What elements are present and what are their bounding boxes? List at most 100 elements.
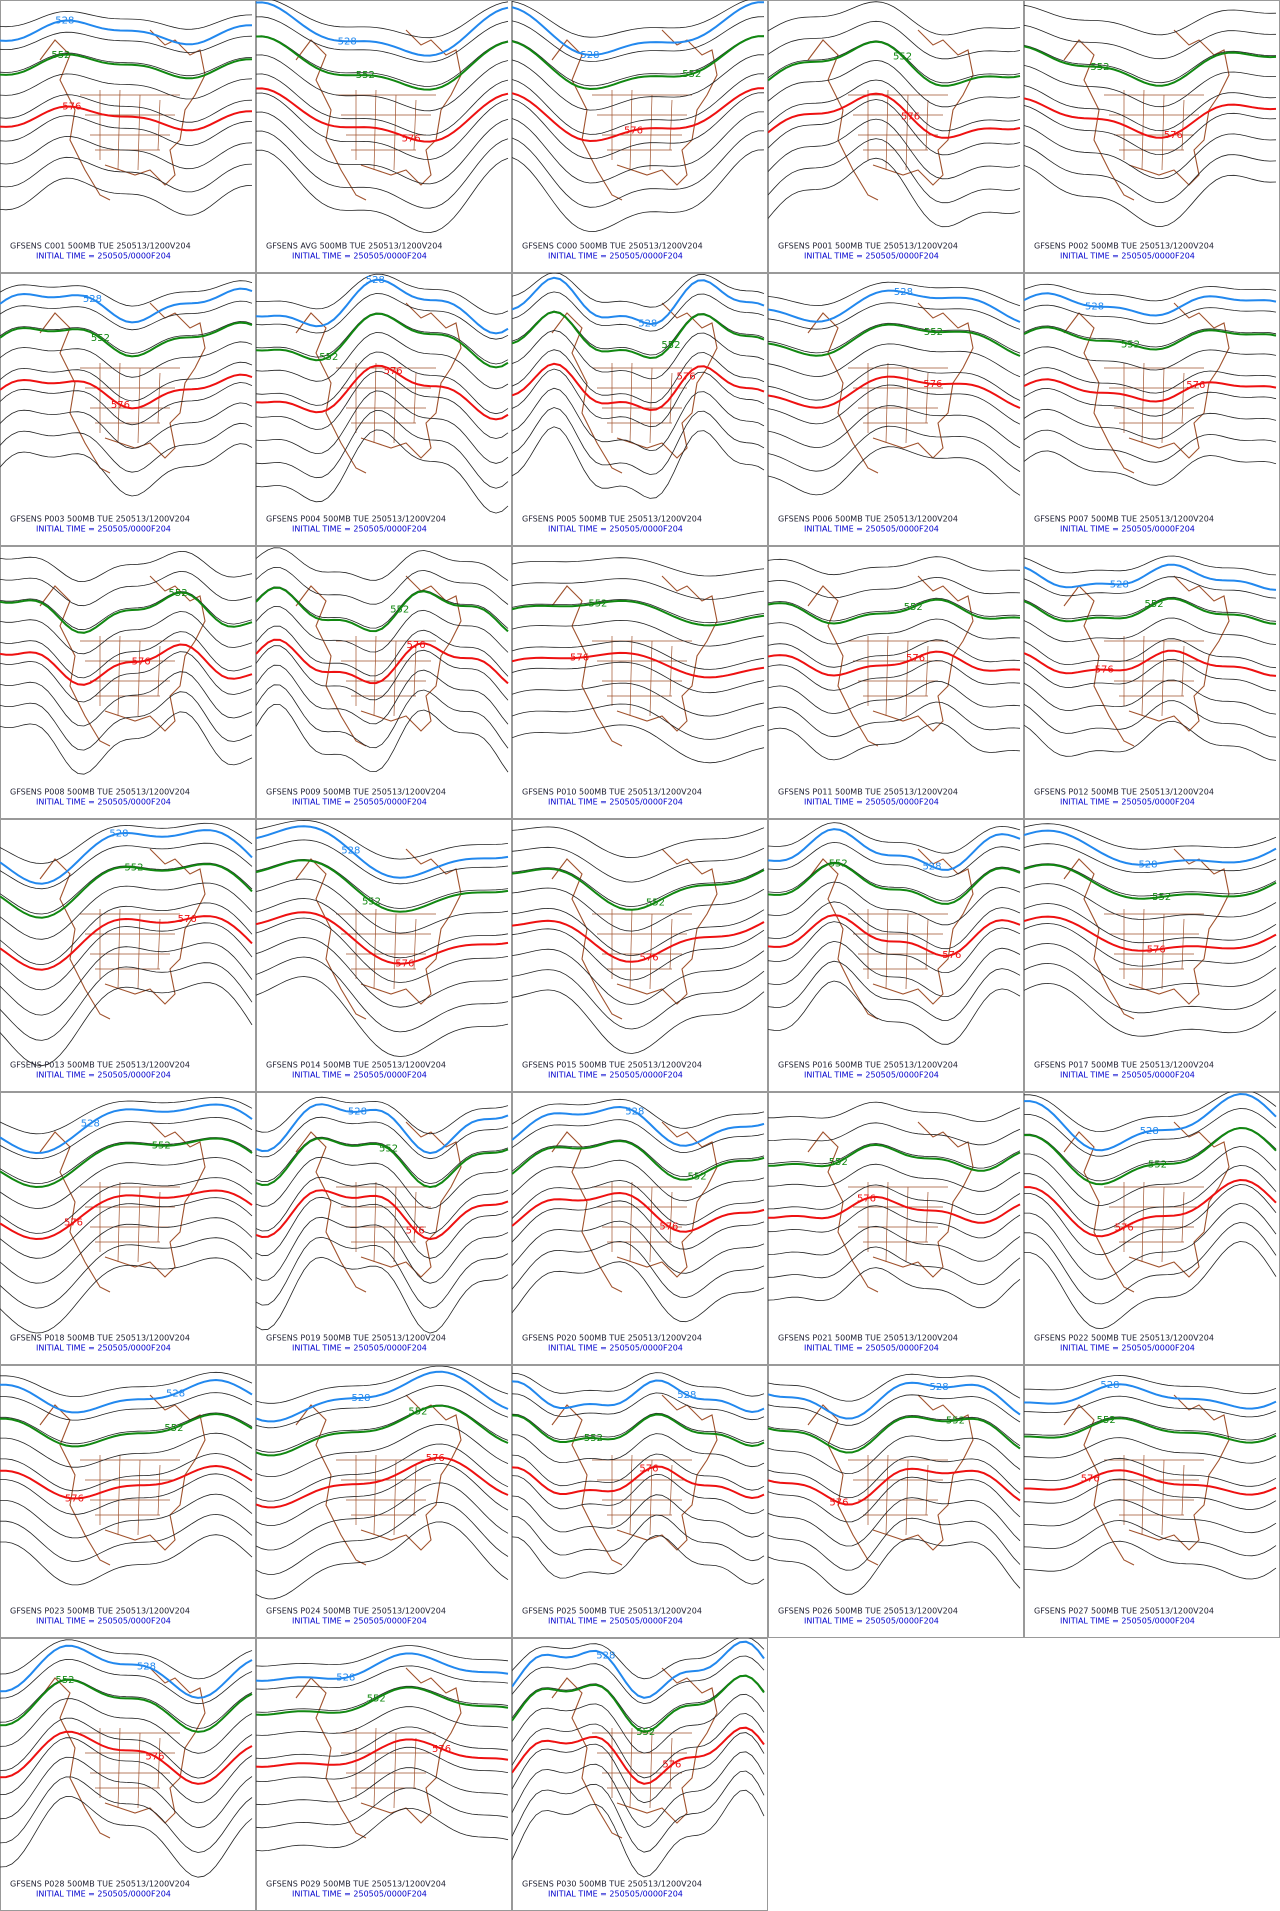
map-panel: 528 552 576 GFSENS P017 500MB TUE 250513/12… [1024,819,1280,1092]
contour [256,273,509,315]
contour [512,1751,765,1828]
contour-label: 576 [662,1760,681,1771]
panel-init-time: INITIAL TIME = 250505/0000F204 [548,252,683,261]
panel-title: GFSENS P007 500MB TUE 250513/1200V204 [1034,515,1214,524]
height-contour [0,643,253,686]
contour [256,839,509,885]
contour-label: 576 [65,1494,84,1505]
coastline [295,1121,462,1293]
contour-label: 552 [588,598,607,609]
height-contour [512,362,765,412]
contour [1024,1374,1277,1395]
height-contour [256,638,509,685]
contour [0,1698,253,1754]
contour-label: 528 [677,1390,696,1401]
contour [271,0,509,39]
contour [512,149,765,233]
contour [512,1200,765,1250]
contour-label: 576 [406,1226,425,1237]
panel-border [0,1365,256,1638]
contour [256,586,509,629]
height-contour [256,1652,509,1682]
map-panel: 528 552 576 GFSENS P006 500MB TUE 250513/12… [768,273,1024,546]
panel-border [256,1365,512,1638]
contour [0,1116,253,1160]
panel-border [1024,1365,1280,1638]
height-contour [768,40,1021,87]
contour [512,1392,765,1421]
panel-init-time: INITIAL TIME = 250505/0000F204 [804,1071,939,1080]
contour [512,661,765,694]
state-lines [592,1181,692,1263]
height-contour [1024,829,1277,866]
contour [1024,165,1277,227]
contour [512,111,764,184]
contour [768,1225,1021,1262]
contour-label: 552 [164,1423,183,1434]
state-lines [80,908,180,990]
state-lines [848,635,948,717]
contour [0,902,253,966]
contour [0,982,253,1067]
height-contour [768,598,1021,625]
contour [512,387,765,452]
contour [512,1180,765,1226]
map-panel: 528 552 576 GFSENS P026 500MB TUE 250513/12… [768,1365,1024,1638]
contour [0,115,253,146]
contour [512,1534,765,1585]
state-lines [1104,908,1204,990]
panel-border [768,1092,1024,1365]
contour [0,1678,253,1729]
contour [0,1534,253,1586]
height-contour [0,591,253,634]
contour [512,1693,765,1754]
contour [0,10,253,30]
contour [768,364,1021,401]
contour [256,1645,509,1667]
contour [0,550,253,583]
contour [512,1159,765,1202]
height-contour [0,321,253,358]
map-panel: 552 576 GFSENS P002 500MB TUE 250513/1200V… [1024,0,1280,273]
contour [768,59,1021,108]
contour [512,1240,765,1298]
contour [768,597,1021,622]
height-contour [512,1726,765,1785]
contour [512,969,765,1030]
height-contour [256,1404,509,1457]
map-panel: 528 552 576 GFSENS P020 500MB TUE 250513/12… [512,1092,768,1365]
map-panel: 552 576 GFSENS P015 500MB TUE 250513/1200V… [512,819,768,1092]
contour [256,819,509,860]
contour-label: 576 [1081,1474,1100,1485]
height-contour [1024,1178,1277,1238]
contour [512,578,765,600]
contour [512,1655,765,1705]
map-panel: 528 552 576 GFSENS P025 500MB TUE 250513/12… [512,1365,768,1638]
contour [256,645,509,701]
contour [0,1796,253,1878]
contour [512,1453,765,1491]
height-contour [256,1189,509,1241]
height-contour [1024,45,1277,87]
contour [512,1514,765,1562]
contour [1024,576,1277,599]
height-contour [256,364,509,421]
contour-label: 552 [946,1415,965,1426]
contour-label: 552 [1148,1159,1167,1170]
contour [0,1756,253,1829]
contour-label: 552 [682,69,701,80]
coastline [295,29,462,201]
contour [256,976,509,1057]
contour [512,92,765,160]
height-contour [0,915,253,971]
contour-label: 528 [351,1393,370,1404]
contour [1024,1499,1277,1534]
contour [768,921,1021,974]
panel-title: GFSENS P017 500MB TUE 250513/1200V204 [1034,1061,1214,1070]
height-contour [768,914,1021,957]
contour [768,618,1021,645]
panel-init-time: INITIAL TIME = 250505/0000F204 [36,1890,171,1899]
contour-label: 528 [81,1119,100,1130]
contour [0,1432,253,1468]
panel-init-time: INITIAL TIME = 250505/0000F204 [804,252,939,261]
